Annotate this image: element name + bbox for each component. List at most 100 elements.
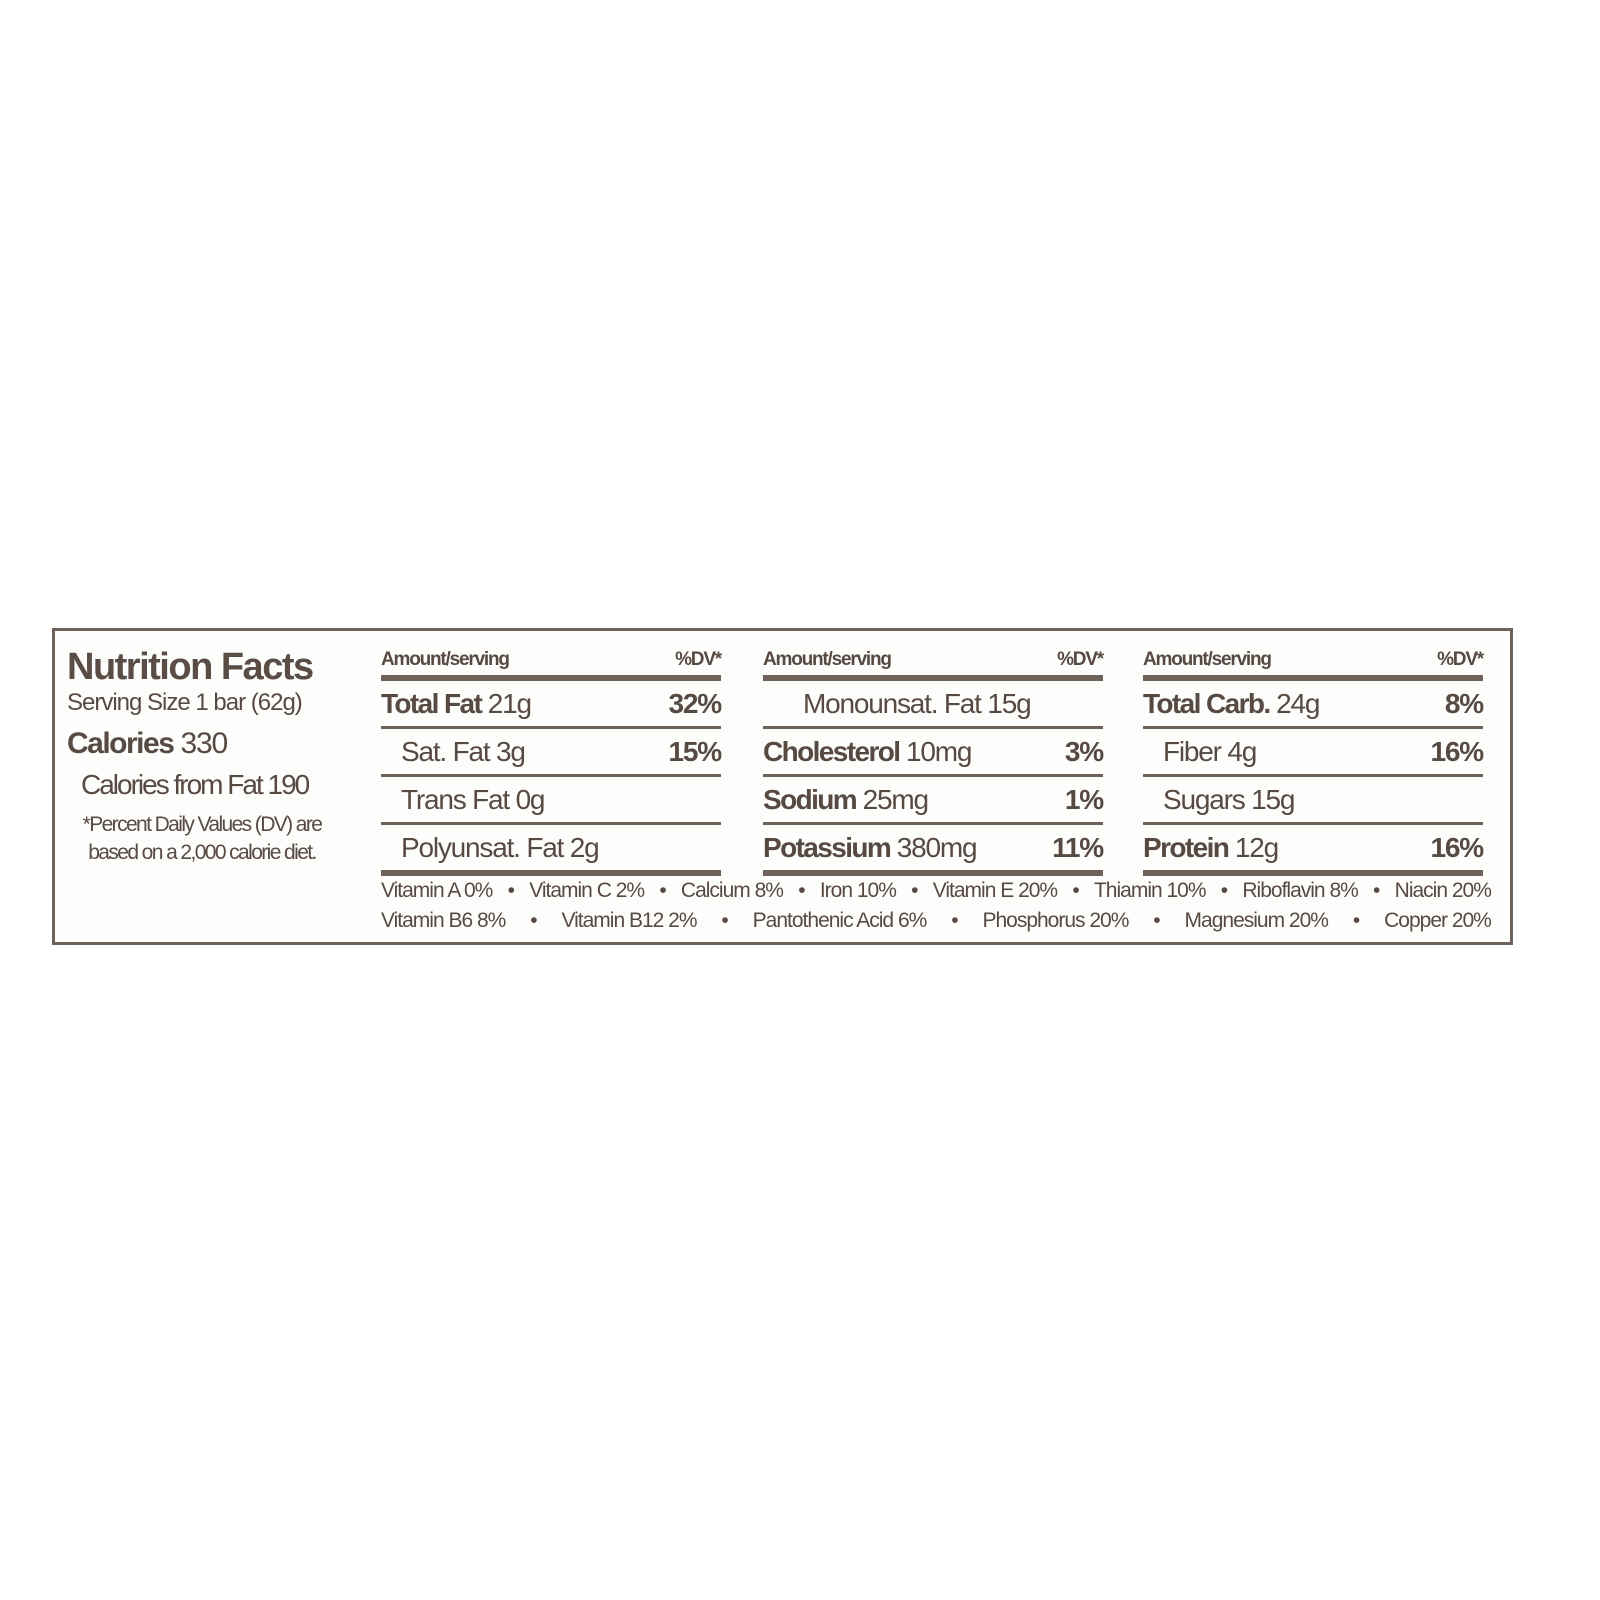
nutrient-name-amount: Total Carb. 24g xyxy=(1143,687,1320,720)
nutrient-name-amount: Monounsat. Fat 15g xyxy=(763,687,1032,720)
nutrient-name: Total Fat xyxy=(381,687,483,719)
nutrient-name: Sat. Fat xyxy=(401,735,491,767)
amount-per-serving-label: Amount/serving xyxy=(381,649,510,670)
nutrient-daily-value: 8% xyxy=(1444,687,1484,719)
nutrient-amount: 15g xyxy=(987,687,1031,719)
vitamin-mineral-item: Magnesium 20% xyxy=(1184,909,1329,932)
vitamin-mineral-item: Iron 10% xyxy=(819,879,897,902)
nutrient-name: Monounsat. Fat xyxy=(803,687,982,719)
nutrient-row: Total Fat 21g 32% xyxy=(381,681,723,729)
nutrient-row: Potassium 380mg 11% xyxy=(763,825,1104,876)
vitamin-mineral-item: Pantothenic Acid 6% xyxy=(752,909,928,932)
vitamin-mineral-item: Thiamin 10% xyxy=(1093,879,1207,902)
nutrient-amount: 25mg xyxy=(862,783,929,815)
nutrient-row: Protein 12g 16% xyxy=(1143,825,1485,876)
serving-size: Serving Size 1 bar (62g) xyxy=(67,689,303,716)
nutrient-daily-value: 16% xyxy=(1430,735,1485,767)
nutrient-name-amount: Fiber 4g xyxy=(1143,735,1257,768)
nutrient-row: Trans Fat 0g xyxy=(381,777,721,825)
nutrient-amount: 15g xyxy=(1251,783,1295,815)
amount-per-serving-label: Amount/serving xyxy=(1143,649,1272,670)
nutrient-name: Protein xyxy=(1143,831,1230,863)
column-header: Amount/serving %DV* xyxy=(1143,645,1484,681)
nutrient-name-amount: Polyunsat. Fat 2g xyxy=(381,831,600,864)
bullet-separator: • xyxy=(1373,879,1380,902)
label-title: Nutrition Facts xyxy=(67,646,314,688)
nutrient-name: Sugars xyxy=(1163,783,1246,815)
vitamins-line-2: Vitamin B6 8% • Vitamin B12 2% • Pantothenic… xyxy=(381,909,1492,933)
nutrient-name: Total Carb. xyxy=(1143,687,1271,719)
vitamin-mineral-item: Niacin 20% xyxy=(1394,879,1492,902)
nutrient-row: Polyunsat. Fat 2g xyxy=(381,825,721,876)
nutrient-name: Potassium xyxy=(763,831,892,863)
nutrient-amount: 12g xyxy=(1234,831,1279,863)
vitamin-mineral-item: Phosphorus 20% xyxy=(982,909,1129,932)
nutrient-amount: 380mg xyxy=(896,831,978,863)
nutrient-amount: 2g xyxy=(569,831,600,863)
nutrient-name: Sodium xyxy=(763,783,858,815)
nutrient-name-amount: Sodium 25mg xyxy=(763,783,929,816)
nutrient-daily-value: 32% xyxy=(668,687,723,719)
nutrient-name-amount: Trans Fat 0g xyxy=(381,783,546,816)
nutrient-row: Fiber 4g 16% xyxy=(1143,729,1485,777)
bullet-separator: • xyxy=(911,879,918,902)
nutrient-row: Cholesterol 10mg 3% xyxy=(763,729,1104,777)
nutrient-column: Amount/serving %DV* Monounsat. Fat 15g Chol… xyxy=(763,645,1104,876)
vitamin-mineral-item: Calcium 8% xyxy=(680,879,784,902)
nutrient-name: Fiber xyxy=(1163,735,1222,767)
bullet-separator: • xyxy=(507,879,515,902)
vitamin-mineral-item: Copper 20% xyxy=(1384,909,1492,932)
nutrient-name: Cholesterol xyxy=(763,735,901,767)
calories-from-fat: Calories from Fat 190 xyxy=(81,769,310,800)
bullet-separator: • xyxy=(1220,879,1228,902)
nutrient-daily-value: 1% xyxy=(1064,783,1104,815)
nutrient-name-amount: Sat. Fat 3g xyxy=(381,735,526,768)
calories-label: Calories xyxy=(67,727,175,760)
bullet-separator: • xyxy=(659,879,666,902)
vitamin-mineral-item: Vitamin B12 2% xyxy=(561,909,698,932)
vitamin-mineral-item: Vitamin C 2% xyxy=(529,879,645,902)
nutrition-facts-label: Nutrition Facts Serving Size 1 bar (62g)… xyxy=(52,628,1513,945)
nutrient-daily-value: 3% xyxy=(1064,735,1104,767)
daily-value-label: %DV* xyxy=(675,649,722,670)
nutrient-amount: 10mg xyxy=(906,735,972,767)
bullet-separator: • xyxy=(951,909,958,932)
nutrient-column: Amount/serving %DV* Total Fat 21g 32% Sat. F… xyxy=(381,645,723,876)
nutrient-name-amount: Cholesterol 10mg xyxy=(763,735,972,768)
nutrient-row: Monounsat. Fat 15g xyxy=(763,681,1103,729)
vitamin-mineral-item: Vitamin A 0% xyxy=(381,879,493,902)
bullet-separator: • xyxy=(1072,879,1079,902)
nutrient-row: Sat. Fat 3g 15% xyxy=(381,729,722,777)
nutrient-name: Trans Fat xyxy=(401,783,510,815)
vitamin-mineral-item: Vitamin B6 8% xyxy=(381,909,506,932)
daily-value-label: %DV* xyxy=(1437,649,1484,670)
bullet-separator: • xyxy=(1153,909,1160,932)
nutrient-amount: 3g xyxy=(496,735,526,767)
column-header: Amount/serving %DV* xyxy=(763,645,1104,681)
bullet-separator: • xyxy=(1352,909,1360,932)
nutrient-column: Amount/serving %DV* Total Carb. 24g 8% Fiber… xyxy=(1143,645,1485,876)
amount-per-serving-label: Amount/serving xyxy=(763,649,892,670)
vitamin-mineral-item: Vitamin E 20% xyxy=(932,879,1058,902)
nutrient-amount: 21g xyxy=(487,687,532,719)
nutrient-name: Polyunsat. Fat xyxy=(401,831,564,863)
nutrient-daily-value: 11% xyxy=(1052,831,1104,863)
nutrient-row: Sodium 25mg 1% xyxy=(763,777,1104,825)
nutrient-amount: 4g xyxy=(1227,735,1257,767)
bullet-separator: • xyxy=(721,909,728,932)
footnote-line-2: based on a 2,000 calorie diet. xyxy=(88,841,317,864)
bullet-separator: • xyxy=(530,909,537,932)
label-summary: Nutrition Facts Serving Size 1 bar (62g)… xyxy=(67,647,337,867)
daily-value-label: %DV* xyxy=(1057,649,1104,670)
calories: Calories 330 xyxy=(67,727,337,761)
column-header: Amount/serving %DV* xyxy=(381,645,722,681)
vitamin-mineral-item: Riboflavin 8% xyxy=(1242,879,1358,902)
nutrient-row: Sugars 15g xyxy=(1143,777,1483,825)
footnote: *Percent Daily Values (DV) are based on … xyxy=(67,811,337,867)
nutrient-amount: 24g xyxy=(1276,687,1320,719)
footnote-line-1: *Percent Daily Values (DV) are xyxy=(82,813,323,836)
nutrient-daily-value: 16% xyxy=(1430,831,1485,863)
nutrient-name-amount: Potassium 380mg xyxy=(763,831,978,864)
bullet-separator: • xyxy=(798,879,805,902)
nutrient-amount: 0g xyxy=(515,783,546,815)
